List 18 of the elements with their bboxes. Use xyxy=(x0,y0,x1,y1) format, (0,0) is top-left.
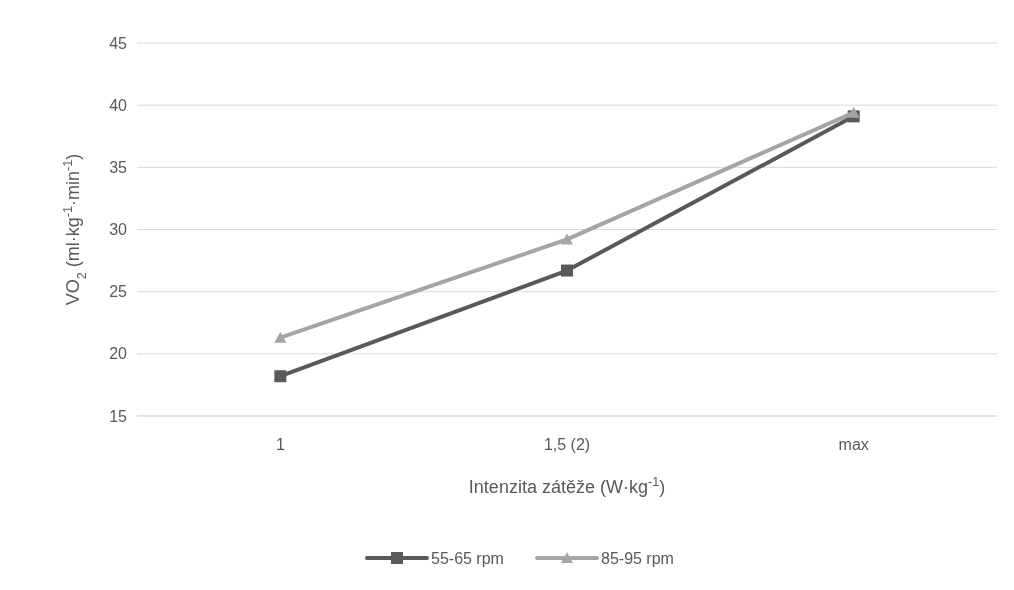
y-tick-label: 45 xyxy=(109,34,128,52)
x-tick-label: 1,5 (2) xyxy=(543,436,591,453)
y-tick-label: 25 xyxy=(109,283,128,301)
x-axis-title: Intenzita zátěže (W·kg$^{-1}$) xyxy=(468,475,666,497)
y-tick-label: 15 xyxy=(109,407,128,425)
point xyxy=(847,106,860,118)
point xyxy=(274,331,287,343)
point xyxy=(274,370,287,383)
y-tick-label: 20 xyxy=(109,345,128,363)
legend-label: 55-65 rpm xyxy=(431,549,504,567)
y-tick-label: 35 xyxy=(109,158,128,176)
x-tick-label: 1 xyxy=(275,436,285,453)
y-tick-label: 40 xyxy=(109,96,128,114)
legend-label: 85-95 rpm xyxy=(601,549,674,567)
point xyxy=(561,264,573,277)
x-tick-label: max xyxy=(838,436,869,453)
y-tick-label: 30 xyxy=(109,221,128,239)
point xyxy=(561,233,573,245)
